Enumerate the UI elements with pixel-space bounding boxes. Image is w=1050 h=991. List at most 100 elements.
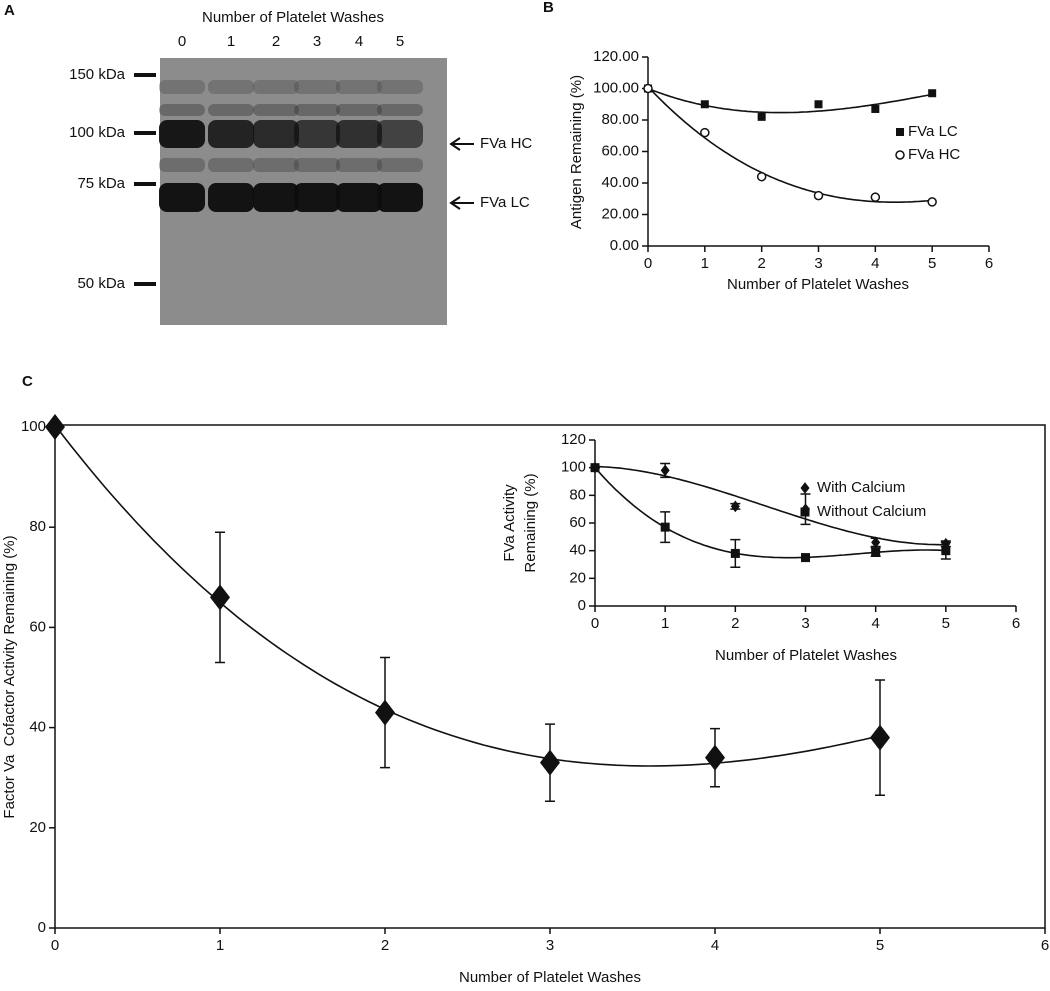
y-tick-label: 40.00: [601, 174, 639, 191]
point: [870, 724, 890, 751]
panel-label: A: [4, 2, 15, 19]
faint-band: [294, 158, 340, 172]
marker-label: 50 kDa: [77, 275, 125, 292]
point: [756, 171, 767, 182]
y-tick-label: 80: [569, 486, 586, 503]
hc-band: [336, 120, 382, 148]
legend-label: With Calcium: [817, 479, 905, 496]
x-axis-label: Number of Platelet Washes: [715, 647, 897, 664]
point: [705, 744, 725, 771]
y-tick-label: 100: [21, 418, 46, 435]
y-tick-label: 20: [29, 819, 46, 836]
band-label: FVa LC: [480, 194, 530, 211]
y-tick-label: 20.00: [601, 205, 639, 222]
faint-band: [253, 104, 299, 116]
point: [700, 127, 710, 138]
x-axis-label: Number of Platelet Washes: [727, 276, 909, 293]
point: [660, 464, 670, 477]
faint-band: [377, 158, 423, 172]
point: [375, 699, 395, 726]
lc-band: [377, 183, 423, 212]
faint-band: [208, 158, 254, 172]
faint-band: [294, 104, 340, 116]
point: [45, 414, 65, 440]
point: [660, 522, 670, 532]
x-tick-label: 6: [1041, 937, 1049, 954]
y-tick-label: 60: [569, 514, 586, 531]
y-tick-label: 120.00: [593, 48, 639, 65]
faint-band: [336, 80, 382, 94]
faint-band: [253, 158, 299, 172]
point: [941, 546, 951, 556]
lane-label: 5: [396, 33, 404, 50]
hc-band: [294, 120, 340, 148]
point: [927, 197, 937, 207]
legend-marker: [895, 150, 905, 160]
lc-band: [253, 183, 299, 212]
lc-band: [159, 183, 205, 212]
blot-title: Number of Platelet Washes: [202, 9, 384, 26]
hc-band: [377, 120, 423, 148]
legend-marker: [896, 128, 904, 136]
trend-line: [594, 467, 946, 559]
legend-label: FVa LC: [908, 123, 958, 140]
hc-band: [253, 120, 299, 148]
y-tick-label: 40: [29, 719, 46, 736]
point: [730, 548, 740, 558]
x-tick-label: 1: [661, 615, 669, 632]
point: [871, 104, 880, 113]
x-tick-label: 6: [1012, 615, 1020, 632]
y-axis-label: Antigen Remaining (%): [568, 75, 585, 229]
point: [928, 89, 937, 98]
x-tick-label: 3: [801, 615, 809, 632]
x-tick-label: 3: [814, 255, 822, 272]
lc-band: [294, 183, 340, 212]
marker-label: 100 kDa: [69, 124, 126, 141]
x-tick-label: 0: [51, 937, 59, 954]
band-label: FVa HC: [480, 135, 532, 152]
point: [643, 83, 653, 94]
faint-band: [294, 80, 340, 94]
x-tick-label: 4: [871, 615, 879, 632]
legend-label: Without Calcium: [817, 503, 926, 520]
x-tick-label: 5: [876, 937, 884, 954]
faint-band: [159, 80, 205, 94]
hc-band: [159, 120, 205, 148]
x-tick-label: 4: [711, 937, 719, 954]
y-axis-label: Factor Va Cofactor Activity Remaining (%…: [1, 535, 18, 818]
point: [210, 584, 230, 611]
x-tick-label: 0: [644, 255, 652, 272]
y-tick-label: 120: [561, 431, 586, 448]
x-axis-label: Number of Platelet Washes: [459, 969, 641, 986]
y-tick-label: 20: [569, 569, 586, 586]
legend-marker: [800, 507, 810, 517]
marker-label: 75 kDa: [77, 175, 125, 192]
faint-band: [336, 104, 382, 116]
x-tick-label: 1: [216, 937, 224, 954]
y-tick-label: 80: [29, 518, 46, 535]
y-tick-label: 60: [29, 618, 46, 635]
faint-band: [253, 80, 299, 94]
faint-band: [208, 104, 254, 116]
x-tick-label: 6: [985, 255, 993, 272]
arrow-head: [449, 196, 461, 210]
trend-line: [647, 86, 933, 203]
lane-label: 1: [227, 33, 235, 50]
y-tick-label: 100.00: [593, 79, 639, 96]
point: [813, 190, 824, 201]
trend-line: [594, 465, 946, 546]
x-tick-label: 4: [871, 255, 879, 272]
x-tick-label: 3: [546, 937, 554, 954]
x-tick-label: 2: [757, 255, 765, 272]
x-tick-label: 2: [381, 937, 389, 954]
point: [757, 112, 766, 121]
y-tick-label: 0: [578, 597, 586, 614]
faint-band: [336, 158, 382, 172]
faint-band: [159, 104, 205, 116]
point: [871, 536, 881, 549]
y-tick-label: 80.00: [601, 111, 639, 128]
lane-label: 2: [272, 33, 280, 50]
trend-line: [54, 424, 881, 767]
faint-band: [159, 158, 205, 172]
